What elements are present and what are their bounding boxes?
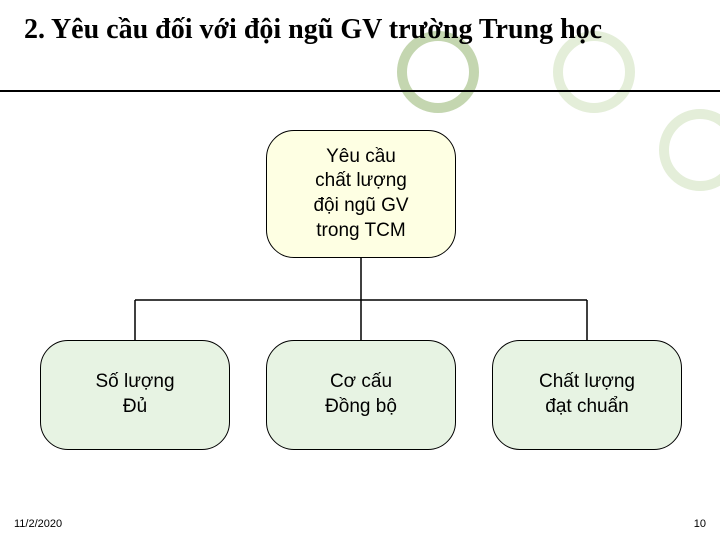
tree-child-node: Chất lượngđạt chuẩn xyxy=(492,340,682,450)
footer-date: 11/2/2020 xyxy=(14,518,62,530)
tree-child-label: Chất lượngđạt chuẩn xyxy=(539,370,635,419)
tree-connectors xyxy=(0,0,720,540)
tree-child-label: Cơ cấuĐồng bộ xyxy=(325,370,397,419)
tree-child-label: Số lượngĐủ xyxy=(95,370,174,419)
tree-child-node: Cơ cấuĐồng bộ xyxy=(266,340,456,450)
tree-root-label: Yêu cầuchất lượngđội ngũ GVtrong TCM xyxy=(313,145,408,244)
title-underline xyxy=(0,90,720,92)
org-tree-diagram: Yêu cầuchất lượngđội ngũ GVtrong TCM Số … xyxy=(0,0,720,540)
slide-title: 2. Yêu cầu đối với đội ngũ GV trường Tru… xyxy=(24,12,696,47)
tree-child-node: Số lượngĐủ xyxy=(40,340,230,450)
slide-title-wrap: 2. Yêu cầu đối với đội ngũ GV trường Tru… xyxy=(24,12,696,47)
footer-page-number: 10 xyxy=(694,518,706,530)
tree-root-node: Yêu cầuchất lượngđội ngũ GVtrong TCM xyxy=(266,130,456,258)
